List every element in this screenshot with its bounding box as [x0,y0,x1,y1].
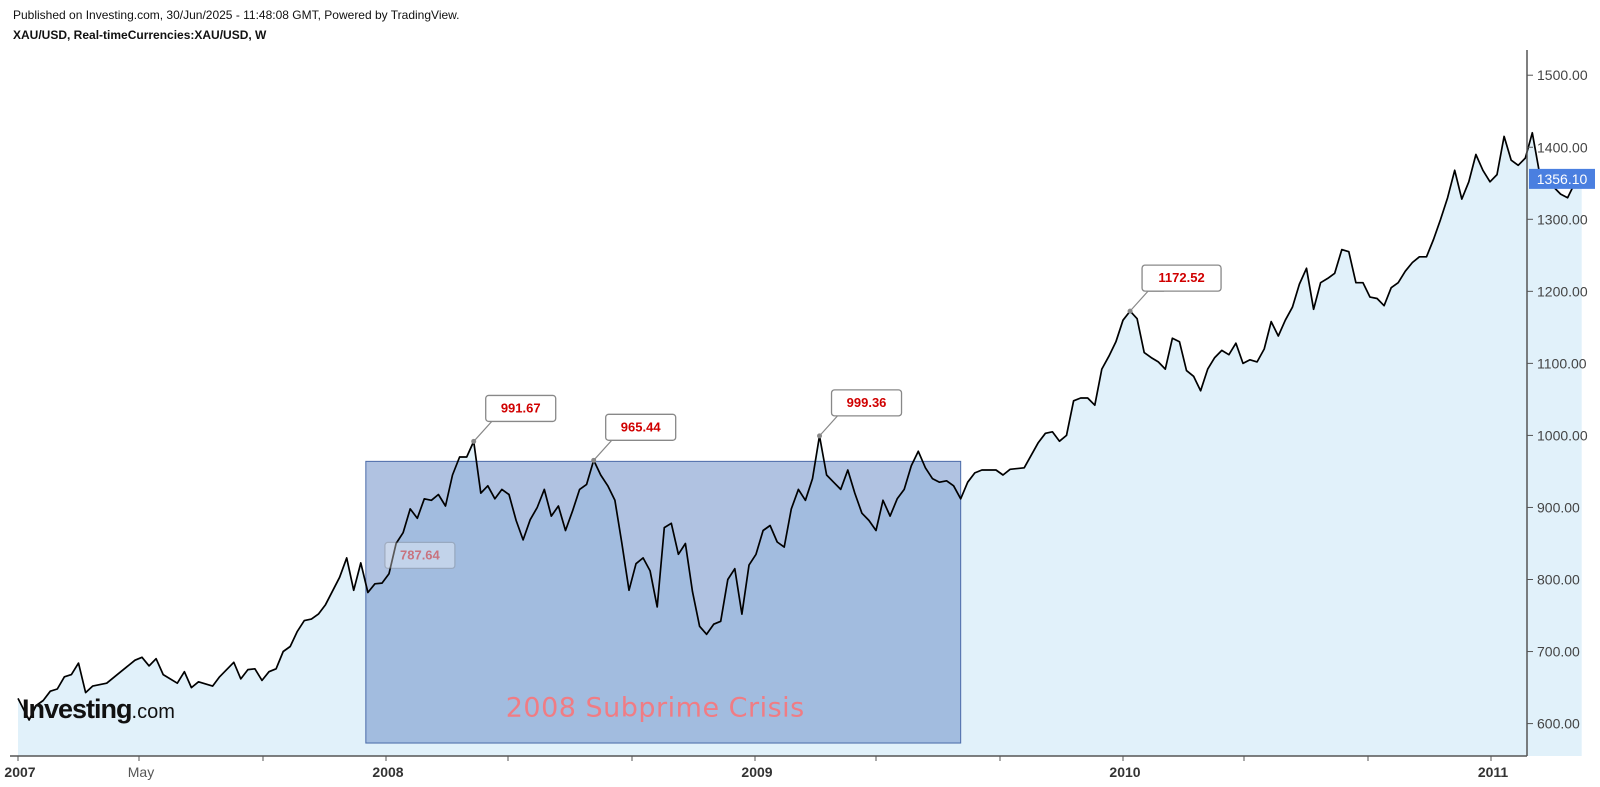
callout-box [1141,264,1222,292]
callout-dot [471,438,477,444]
logo-suffix-text: .com [131,701,175,723]
symbol-title: XAU/USD, Real-timeCurrencies:XAU/USD, W [13,28,267,42]
callout-991-67: 991.67 [471,394,557,444]
x-tick-label: 2007 [4,764,35,780]
callout-dot [817,433,823,439]
y-tick-label: 600.00 [1537,716,1580,732]
y-tick-label: 700.00 [1537,644,1580,660]
callout-pointer [1129,290,1165,312]
y-tick-label: 900.00 [1537,499,1580,515]
callout-value: 787.64 [400,547,441,562]
callout-box [605,413,677,441]
y-tick-label: 1400.00 [1537,139,1588,155]
callout-value: 999.36 [847,395,887,410]
last-price-label: 1356.10 [1537,171,1588,187]
logo-main-text: Investing [22,694,133,724]
y-tick-label: 1200.00 [1537,283,1588,299]
callout-box [384,541,456,570]
callout-dot [591,457,597,463]
y-tick-label: 800.00 [1537,572,1580,588]
last-price-tag: 1356.10 [1529,168,1595,189]
x-tick-label: 2010 [1109,764,1140,780]
callout-value: 991.67 [501,400,541,415]
price-line [17,131,1583,721]
x-tick-label: 2009 [741,764,772,780]
x-tick-label: May [128,764,154,780]
last-price-bg [1529,168,1595,189]
x-axis: 2007 May 2008 2009 2010 2011 [4,755,1527,780]
callout-999-36: 999.36 [817,389,903,439]
callout-965-44: 965.44 [591,413,677,463]
x-tick-label: 2011 [1478,764,1509,780]
callout-pointer [819,415,854,437]
published-note: Published on Investing.com, 30/Jun/2025 … [13,8,460,22]
callout-value: 965.44 [621,419,662,434]
callout-pointer [593,439,628,461]
callout-pointer [473,420,508,442]
y-tick-label: 1100.00 [1537,355,1587,371]
crisis-box [365,460,962,744]
callout-787-64: 787.64 [384,541,456,570]
y-tick-label: 1000.00 [1537,427,1588,443]
callout-box [485,394,557,423]
y-tick-label: 1300.00 [1537,211,1588,227]
y-tick-label: 1500.00 [1537,67,1588,83]
y-axis: 600.00 700.00 800.00 900.00 1000.00 1100.00 12… [1526,50,1588,756]
crisis-label: 2008 Subprime Crisis [506,692,805,723]
callout-dot [1127,308,1133,314]
callout-value: 1172.52 [1158,270,1204,285]
callout-box [830,389,903,417]
investing-logo: Investing.com [22,694,175,725]
callout-1172-52: 1172.52 [1127,264,1222,314]
x-tick-label: 2008 [372,764,403,780]
